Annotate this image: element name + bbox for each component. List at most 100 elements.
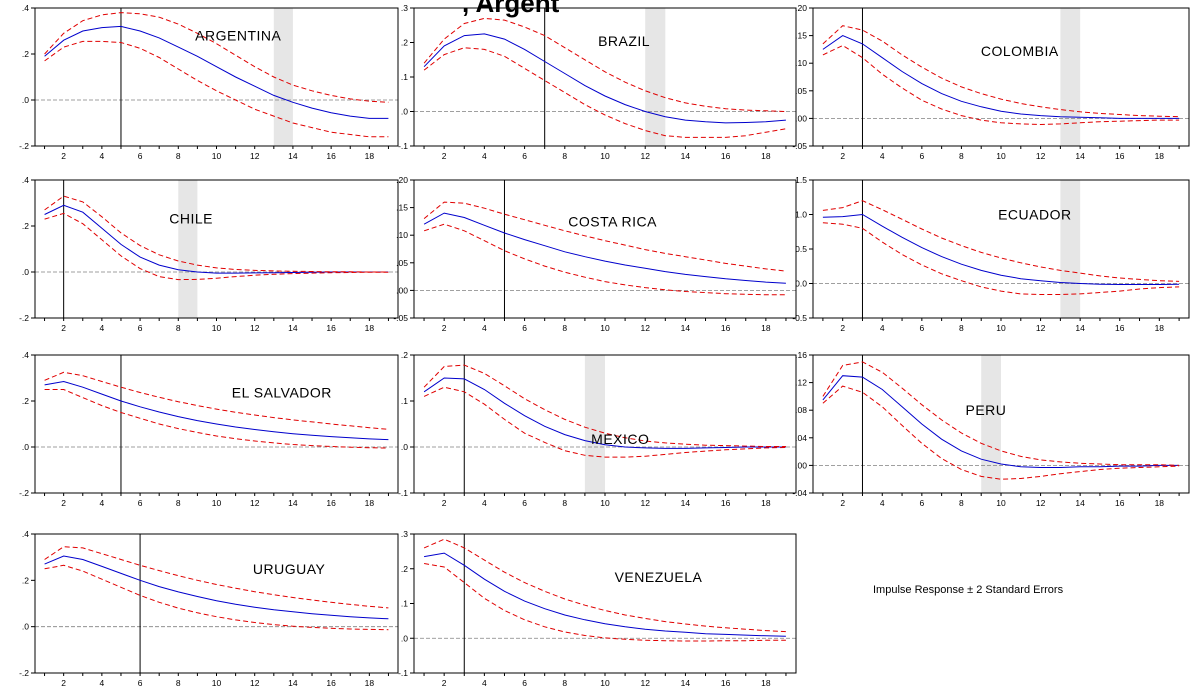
x-tick-label: 16: [721, 323, 731, 333]
x-tick-label: 18: [761, 678, 771, 687]
panel-peru: -.04 .00 .04 .08 .12 .16 2 4 6 8 10 12 14 16 18 PERU: [792, 350, 1190, 508]
impulse-response-line: [423, 212, 786, 284]
upper-band-line: [44, 371, 389, 430]
x-tick-label: 10: [212, 498, 222, 508]
x-tick-label: 8: [176, 323, 181, 333]
x-tick-label: 12: [640, 678, 650, 687]
x-tick-label: 6: [522, 498, 527, 508]
panel-costa-rica: -.05 .00 .05 .10 .15 .20 2 4 6 8 10 12 14 16 18 COSTA R…: [393, 175, 797, 333]
x-tick-label: 12: [1036, 151, 1046, 161]
y-tick-label: .2: [22, 396, 29, 406]
figure-title-fragment: , Argent: [462, 0, 560, 18]
plot-frame: [812, 7, 1190, 147]
x-tick-label: 4: [482, 323, 487, 333]
y-tick-label: .4: [22, 350, 29, 360]
impulse-response-line: [44, 25, 389, 119]
y-tick-label: .08: [795, 405, 807, 415]
x-tick-label: 6: [138, 151, 143, 161]
x-tick-label: 6: [919, 151, 924, 161]
y-tick-label: -.1: [398, 488, 408, 498]
panel-brazil: -.1 .0 .1 .2 .3 2 4 6 8 10 12 14 16 18 BRAZIL: [398, 3, 797, 161]
y-tick-label: .16: [795, 350, 807, 360]
y-tick-label: .2: [22, 221, 29, 231]
upper-band-line: [44, 12, 389, 103]
x-tick-label: 16: [326, 498, 336, 508]
x-tick-label: 10: [996, 151, 1006, 161]
shade-band: [645, 8, 666, 146]
x-tick-label: 18: [761, 498, 771, 508]
y-tick-label: .4: [22, 529, 29, 539]
x-tick-label: 2: [840, 323, 845, 333]
y-tick-label: .10: [795, 58, 807, 68]
y-tick-label: 1.0: [795, 210, 807, 220]
panel-venezuela: -.1 .0 .1 .2 .3 2 4 6 8 10 12 14 16 18 VENEZUELA: [398, 529, 797, 687]
y-tick-label: .0: [22, 442, 29, 452]
x-tick-label: 4: [880, 323, 885, 333]
x-tick-label: 10: [600, 678, 610, 687]
x-tick-label: 6: [522, 151, 527, 161]
impulse-response-line: [423, 33, 786, 124]
lower-band-line: [44, 564, 389, 631]
x-tick-label: 14: [681, 151, 691, 161]
x-tick-label: 10: [212, 151, 222, 161]
x-tick-label: 18: [365, 151, 375, 161]
x-tick-label: 16: [326, 678, 336, 687]
y-tick-label: .1: [401, 599, 408, 609]
x-tick-label: 18: [761, 151, 771, 161]
country-label: BRAZIL: [598, 33, 650, 49]
country-label: URUGUAY: [253, 561, 326, 577]
lower-band-line: [44, 389, 389, 449]
y-tick-label: -.2: [19, 313, 29, 323]
x-tick-label: 12: [250, 498, 260, 508]
y-tick-label: .04: [795, 433, 807, 443]
y-tick-label: .3: [401, 529, 408, 539]
x-tick-label: 2: [61, 498, 66, 508]
x-tick-label: 18: [761, 323, 771, 333]
shade-band: [178, 180, 198, 318]
x-tick-label: 8: [562, 323, 567, 333]
y-tick-label: -.2: [19, 141, 29, 151]
plot-frame: [812, 179, 1190, 319]
y-tick-label: .0: [401, 633, 408, 643]
x-tick-label: 18: [1155, 151, 1165, 161]
y-tick-label: .0: [22, 622, 29, 632]
x-tick-label: 8: [959, 151, 964, 161]
x-tick-label: 8: [562, 151, 567, 161]
impulse-response-line: [822, 213, 1180, 285]
x-tick-label: 12: [1036, 323, 1046, 333]
y-tick-label: .00: [795, 460, 807, 470]
y-tick-label: .2: [22, 575, 29, 585]
x-tick-label: 10: [600, 323, 610, 333]
x-tick-label: 4: [100, 498, 105, 508]
x-tick-label: 12: [250, 323, 260, 333]
impulse-response-line: [44, 555, 389, 620]
lower-band-line: [822, 44, 1180, 126]
x-tick-label: 4: [482, 498, 487, 508]
x-tick-label: 4: [100, 151, 105, 161]
x-tick-label: 4: [100, 678, 105, 687]
x-tick-label: 6: [919, 498, 924, 508]
x-tick-label: 10: [600, 151, 610, 161]
x-tick-label: 14: [288, 678, 298, 687]
x-tick-label: 16: [326, 151, 336, 161]
y-tick-label: .05: [795, 86, 807, 96]
y-tick-label: -.05: [792, 141, 807, 151]
x-tick-label: 2: [442, 151, 447, 161]
y-tick-label: .3: [401, 3, 408, 13]
x-tick-label: 6: [522, 678, 527, 687]
x-tick-label: 14: [288, 498, 298, 508]
x-tick-label: 2: [442, 323, 447, 333]
x-tick-label: 8: [562, 498, 567, 508]
x-tick-label: 12: [250, 151, 260, 161]
upper-band-line: [423, 201, 786, 272]
y-tick-label: -.1: [398, 668, 408, 678]
x-tick-label: 10: [996, 323, 1006, 333]
shade-band: [273, 8, 293, 146]
country-label: COLOMBIA: [981, 43, 1059, 59]
y-tick-label: 0.5: [795, 244, 807, 254]
x-tick-label: 10: [212, 678, 222, 687]
impulse-response-line: [424, 552, 786, 637]
upper-band-line: [44, 546, 389, 609]
x-tick-label: 4: [482, 151, 487, 161]
x-tick-label: 6: [138, 678, 143, 687]
